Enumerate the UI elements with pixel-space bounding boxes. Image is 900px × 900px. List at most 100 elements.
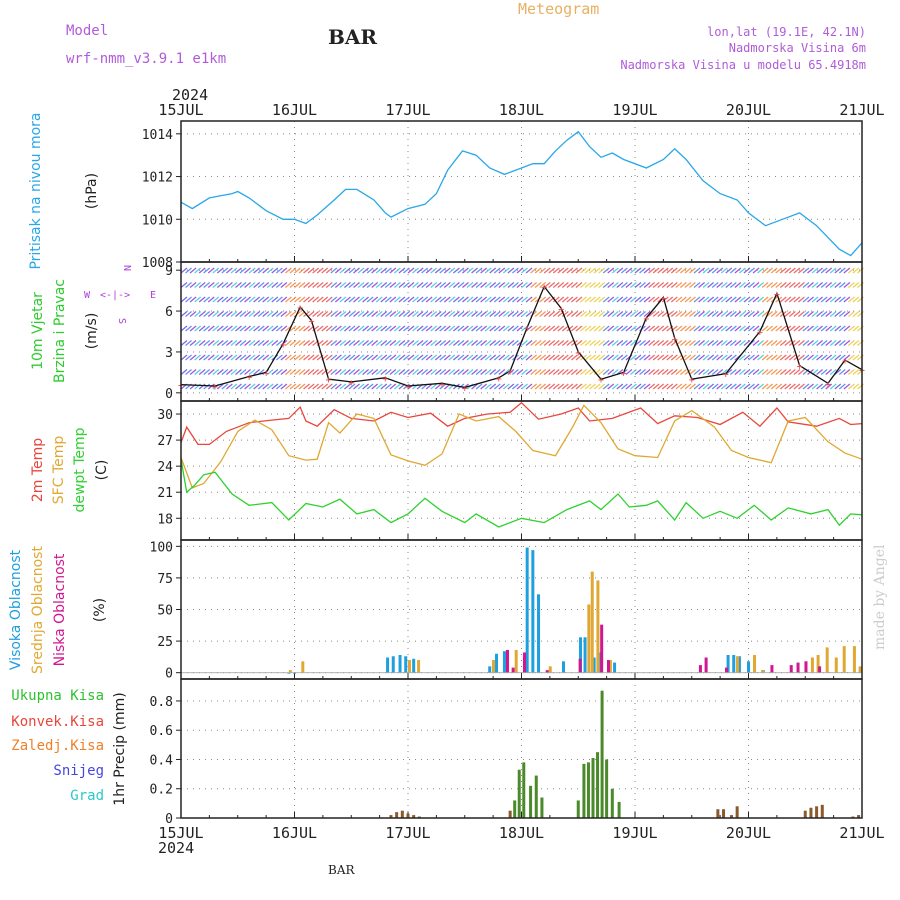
wind-vector [539, 311, 547, 317]
wind-vector [303, 325, 310, 332]
wind-vector [384, 354, 392, 361]
wind-vector [321, 340, 329, 346]
wind-vector [820, 383, 828, 390]
wind-vector [366, 354, 374, 361]
wind-vector [230, 282, 238, 288]
wind-vector [757, 311, 764, 317]
wind-vector [679, 267, 687, 274]
wind-vector [702, 354, 710, 361]
wind-vector [353, 296, 360, 303]
wind-vector [670, 383, 678, 390]
wind-vector [498, 369, 506, 375]
wind-vector [375, 369, 383, 375]
wind-vector [829, 267, 837, 274]
wind-vector [198, 267, 206, 274]
location-line-2: Nadmorska Visina 6m [729, 41, 866, 55]
wind-vector [507, 325, 515, 332]
wind-vector [244, 311, 251, 317]
wind-vector [693, 369, 701, 375]
wind-vector [743, 340, 751, 346]
wind-vector [271, 340, 279, 346]
wind-vector [185, 267, 192, 274]
wind-gust-marker: + [558, 304, 564, 315]
y-tick-label: 0.6 [150, 724, 173, 739]
wind-vector [203, 311, 211, 317]
wind-vector [571, 325, 578, 332]
wind-vector [421, 282, 429, 288]
wind-vector [788, 369, 796, 375]
precip-legend-3: Snijeg [53, 763, 104, 779]
wind-vector [448, 340, 456, 346]
wind-vector [752, 369, 760, 375]
wind-vector [693, 311, 701, 317]
wind-vector [294, 354, 301, 361]
wind-vector [266, 282, 274, 288]
wind-vector [371, 369, 379, 375]
wind-vector [512, 267, 519, 274]
wind-vector [180, 325, 188, 332]
wind-vector [480, 354, 488, 361]
wind-vector [543, 354, 551, 361]
wind-vector [321, 296, 329, 303]
bar-precip [591, 758, 595, 818]
bar-precip [729, 815, 733, 818]
wind-vector [607, 340, 615, 346]
panel-temperature: 18 21 24 27 30 [157, 400, 863, 541]
wind-vector [561, 354, 569, 361]
wind-gust-marker: + [541, 283, 547, 294]
wind-vector [525, 296, 533, 303]
wind-vector [285, 340, 292, 346]
precip-legend-4: Grad [70, 788, 104, 804]
wind-vector [502, 267, 510, 274]
wind-vector [816, 282, 824, 288]
wind-vector [452, 354, 460, 361]
wind-vector [294, 340, 301, 346]
wind-vector [371, 325, 379, 332]
y-tick-label: 18 [157, 512, 173, 527]
wind-vector [670, 311, 678, 317]
wind-vector [507, 340, 515, 346]
wind-vector [652, 267, 660, 274]
wind-vector [698, 369, 705, 375]
wind-vector [802, 340, 810, 346]
wind-vector [616, 383, 624, 390]
wind-vector [775, 325, 783, 332]
wind-vector [729, 383, 737, 390]
bar-cloud [491, 660, 495, 673]
bar-cloud [578, 658, 582, 673]
wind-vector [593, 383, 601, 390]
wind-vector [493, 325, 501, 332]
wind-vector [339, 296, 347, 303]
wind-vector [493, 369, 501, 375]
wind-vector [584, 354, 592, 361]
wind-vector [403, 383, 410, 390]
bar-cloud [810, 657, 814, 673]
wind-vector [598, 383, 606, 390]
wind-vector [639, 369, 646, 375]
wind-vector [384, 296, 392, 303]
wind-vector [180, 267, 188, 274]
wind-vector [847, 267, 855, 274]
wind-vector [185, 311, 192, 317]
wind-vector [216, 354, 224, 361]
wind-vector [239, 282, 247, 288]
year-bottom: 2024 [158, 839, 194, 857]
wind-vector [262, 354, 270, 361]
wind-vector [557, 282, 565, 288]
wind-vector [607, 369, 615, 375]
wind-vector [552, 282, 560, 288]
wind-vector [448, 325, 456, 332]
wind-vector [766, 383, 774, 390]
wind-vector [498, 282, 506, 288]
wind-vector [484, 325, 492, 332]
wind-vector [393, 369, 401, 375]
wind-vector [389, 296, 397, 303]
wind-vector [589, 369, 597, 375]
wind-vector [457, 340, 465, 346]
bar-cloud [737, 656, 741, 673]
wind-vector [443, 340, 451, 346]
compass-s: S [116, 318, 127, 324]
wind-vector [507, 383, 515, 390]
wind-vector [339, 354, 347, 361]
ylabel-wind-1: 10m Vjetar [30, 292, 46, 370]
